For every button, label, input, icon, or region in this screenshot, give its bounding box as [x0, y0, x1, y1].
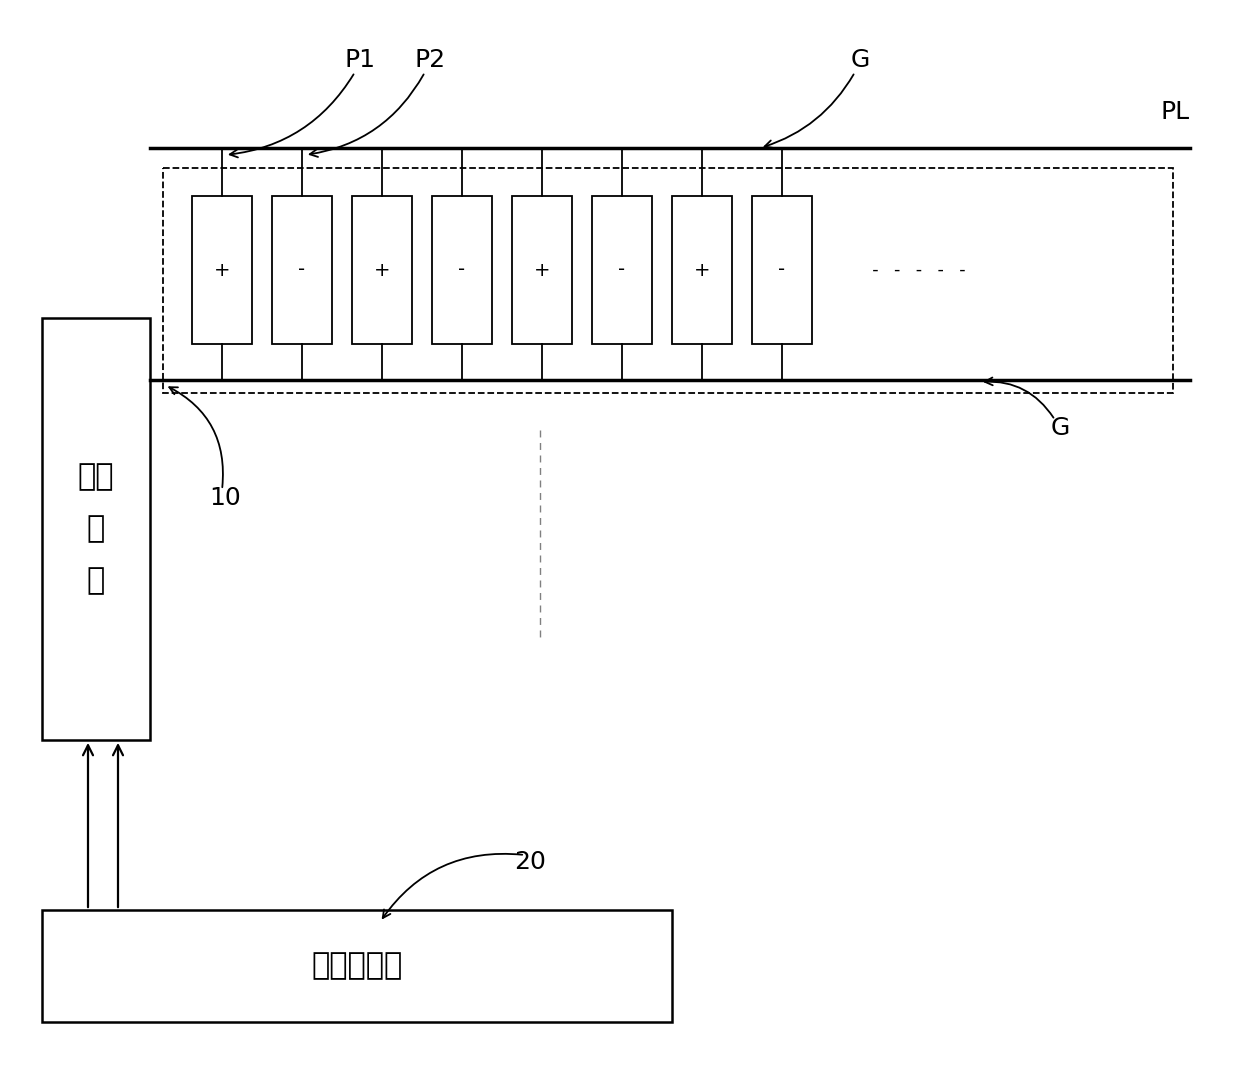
Text: +: +	[533, 261, 551, 279]
Text: G: G	[1050, 415, 1070, 440]
Text: -: -	[299, 261, 305, 279]
Text: G: G	[851, 48, 869, 72]
Text: 20: 20	[515, 850, 546, 874]
Bar	[512, 196, 572, 344]
Bar	[162, 168, 1173, 393]
Bar	[672, 196, 732, 344]
Text: -: -	[619, 261, 625, 279]
Text: 10: 10	[210, 486, 241, 510]
Text: 削驱
动
器: 削驱 动 器	[78, 462, 114, 595]
Text: +: +	[373, 261, 391, 279]
Bar	[591, 196, 652, 344]
Bar	[352, 196, 412, 344]
Bar	[272, 196, 332, 344]
Bar	[42, 318, 150, 740]
Text: P1: P1	[345, 48, 376, 72]
Bar	[751, 196, 812, 344]
Text: +: +	[693, 261, 711, 279]
Bar	[42, 910, 672, 1022]
Text: P2: P2	[414, 48, 445, 72]
Text: +: +	[213, 261, 231, 279]
Text: -: -	[779, 261, 786, 279]
Text: 时序控制器: 时序控制器	[311, 951, 403, 980]
Text: -: -	[459, 261, 465, 279]
Text: PL: PL	[1161, 100, 1189, 124]
Bar	[192, 196, 252, 344]
Text: - - - - -: - - - - -	[870, 261, 968, 279]
Bar	[432, 196, 492, 344]
